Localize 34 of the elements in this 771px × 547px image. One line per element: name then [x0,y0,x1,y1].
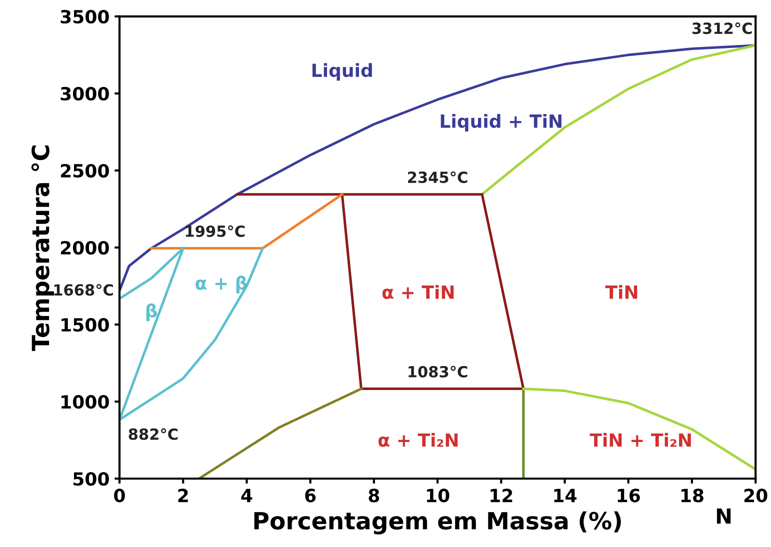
annotation: β [146,303,157,322]
annotation: 882°C [128,428,178,440]
annotation: 1668°C [54,284,113,296]
annotation: TiN [605,285,638,299]
x-tick-label: 18 [681,488,704,502]
y-tick-label: 2500 [60,164,109,178]
x-tick-label: 16 [618,488,640,502]
x-axis-title: Porcentagem em Massa (%) [254,511,621,534]
annotation: TiN + Ti₂N [590,432,691,447]
x-tick-label: 6 [305,488,316,502]
text: N [716,508,731,524]
x-tick-label: 0 [114,488,125,502]
y-tick-label: 500 [73,472,109,486]
x-tick-label: 10 [427,488,450,502]
x-tick-label: 12 [490,488,512,502]
x-tick-label: 4 [241,488,252,502]
annotation: 1083°C [408,366,468,378]
x-tick-label: 20 [744,488,768,502]
annotation: α + Ti₂N [378,432,458,447]
annotation: 2345°C [408,171,468,184]
y-tick-label: 1000 [62,395,109,409]
x-tick-label: 14 [554,488,576,502]
y-tick-label: 1500 [62,318,109,332]
annotation: 3312°C [692,22,752,34]
y-tick-label: 2000 [60,240,109,255]
annotation: 1995°C [186,225,245,237]
annotation: Liquid + TiN [440,114,562,132]
x-tick-label: 8 [368,488,380,502]
x-tick-label: 2 [178,488,188,502]
annotation: Liquid [312,63,372,81]
y-tick-label: 3500 [60,10,109,24]
y-tick-label: 3000 [60,86,109,101]
annotation: α + TiN [382,285,454,299]
y-axis-title: Temperatura °C [31,145,54,351]
